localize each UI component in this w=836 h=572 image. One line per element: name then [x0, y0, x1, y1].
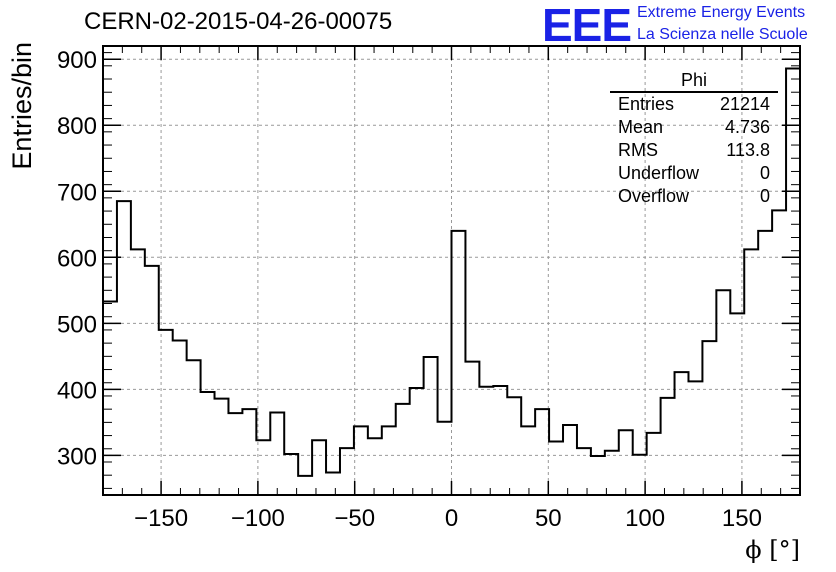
y-tick-label: 300: [57, 443, 97, 470]
stats-row-value: 21214: [719, 94, 770, 114]
stats-row-label: RMS: [618, 140, 658, 160]
stats-row-value: 0: [759, 163, 770, 183]
x-tick-label: 0: [445, 505, 458, 532]
stats-rows: Entries 21214 Mean 4.736 RMS 113.8 Underflow 0 O…: [610, 93, 778, 208]
stats-row: Entries 21214: [610, 93, 778, 116]
y-tick-label: 500: [57, 311, 97, 338]
stats-row: Overflow 0: [610, 185, 778, 208]
tick-labels: −150 −100 −50 0 50 100 150 300 400 500 600 700 800 90…: [57, 47, 762, 532]
stats-box-title: Phi: [610, 70, 778, 93]
y-tick-label: 800: [57, 113, 97, 140]
y-tick-label: 700: [57, 179, 97, 206]
logo-line-2: La Scienza nelle Scuole: [637, 26, 808, 43]
y-tick-label: 900: [57, 47, 97, 74]
y-axis-label: Entries/bin: [7, 42, 37, 170]
stats-row: Underflow 0: [610, 162, 778, 185]
stats-box: Phi Entries 21214 Mean 4.736 RMS 113.8 Underfl…: [610, 70, 778, 208]
stats-row-value: 113.8: [726, 140, 770, 160]
stats-row-label: Entries: [618, 94, 675, 114]
x-tick-label: 100: [625, 505, 665, 532]
stats-row-label: Overflow: [618, 186, 690, 206]
x-tick-label: −150: [134, 505, 188, 532]
x-tick-label: 150: [722, 505, 762, 532]
x-tick-label: −100: [231, 505, 285, 532]
plot-frame: [102, 45, 801, 496]
x-tick-label: −50: [334, 505, 375, 532]
stats-row-label: Mean: [618, 117, 664, 137]
run-title: CERN-02-2015-04-26-00075: [84, 8, 393, 35]
stats-row: RMS 113.8: [610, 139, 778, 162]
stats-row: Mean 4.736: [610, 116, 778, 139]
x-axis-label: ϕ [°]: [745, 536, 800, 564]
x-tick-label: 50: [535, 505, 562, 532]
axis-ticks: [102, 46, 801, 495]
logo-line-1: Extreme Energy Events: [637, 4, 806, 21]
histogram-step-line: [103, 67, 800, 477]
stats-row-value: 0: [759, 186, 770, 206]
stats-row-label: Underflow: [618, 163, 700, 183]
eee-logo: EEE: [542, 0, 632, 51]
stats-row-value: 4.736: [724, 117, 770, 137]
y-tick-label: 400: [57, 377, 97, 404]
y-tick-label: 600: [57, 245, 97, 272]
